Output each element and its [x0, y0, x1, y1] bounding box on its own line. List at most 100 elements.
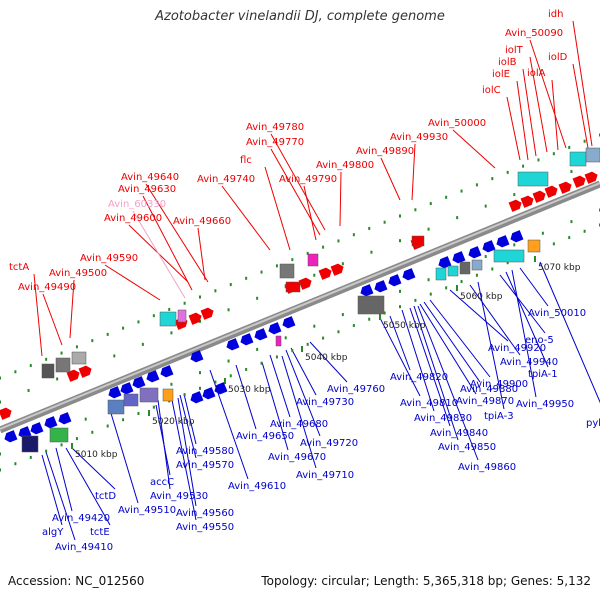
reverse-gene-arrow	[108, 386, 122, 399]
outer-forward-dot	[260, 270, 263, 274]
forward-gene-arrow	[572, 175, 586, 188]
forward-gene-label: idh	[548, 9, 563, 20]
reverse-gene-label: tpiA-1	[528, 369, 558, 380]
reverse-gene-label: Avin_49810	[400, 398, 458, 409]
forward-gene-label: iolB	[498, 57, 517, 68]
tick-label: 5050 kbp	[383, 321, 426, 331]
forward-leader-line	[69, 279, 75, 339]
forward-gene-arrow	[78, 365, 92, 378]
outer-forward-dot	[0, 376, 1, 380]
inner-reverse-dot	[445, 286, 448, 290]
reverse-gene-arrow	[374, 280, 388, 293]
forward-gene-label: flc	[240, 155, 252, 166]
gene-features	[0, 147, 600, 453]
reverse-gene-label: Avin_49900	[470, 379, 528, 390]
forward-gene-arrow	[188, 312, 202, 325]
forward-leader-line	[339, 171, 342, 227]
map-title: Azotobacter vinelandii DJ, complete geno…	[155, 9, 445, 24]
reverse-gene-arrow	[44, 416, 58, 429]
outer-forward-dot	[383, 220, 386, 224]
reverse-gene-arrow	[402, 268, 416, 281]
orange-feature	[527, 239, 541, 253]
outer-forward-dot	[245, 276, 248, 280]
reverse-gene-arrow	[482, 240, 496, 253]
reverse-gene-arrow	[132, 376, 146, 389]
forward-gene-label: iolA	[527, 68, 546, 79]
reverse-label-leaders	[41, 261, 600, 541]
genome-backbone	[0, 180, 600, 434]
forward-track-dot	[341, 262, 344, 266]
reverse-gene-label: Avin_49730	[296, 397, 354, 408]
inner-reverse-dot	[137, 411, 140, 415]
reverse-gene-arrow	[510, 230, 524, 243]
reverse-gene-arrow	[190, 350, 204, 363]
reverse-gene-label: Avin_49680	[270, 419, 328, 430]
outer-forward-dot	[122, 326, 125, 330]
reverse-gene-arrow	[214, 382, 228, 395]
inner-reverse-dot	[506, 261, 509, 265]
inner-reverse-dot	[245, 367, 248, 371]
reverse-leader-line	[285, 349, 321, 437]
tick-label: 5020 kbp	[152, 417, 195, 427]
forward-track-dot	[370, 250, 373, 254]
forward-leader-line	[104, 264, 161, 301]
forward-leader-line	[529, 39, 567, 149]
reverse-gene-label: tpiA-3	[484, 411, 514, 422]
reverse-track-dot	[341, 313, 344, 317]
cyan-feature	[569, 151, 587, 167]
reverse-gene-label: tctE	[90, 527, 110, 538]
reverse-track-dot	[313, 324, 316, 328]
outer-forward-dot	[306, 251, 309, 255]
forward-leader-line	[572, 20, 593, 147]
inner-reverse-dot	[229, 374, 232, 378]
reverse-gene-arrow	[190, 391, 204, 404]
reverse-gene-label: Avin_49880	[460, 384, 518, 395]
reverse-leader-line	[290, 347, 317, 396]
reverse-gene-arrow	[160, 365, 174, 378]
reverse-gene-arrow	[254, 328, 268, 341]
reverse-gene-label: Avin_49920	[488, 343, 546, 354]
reverse-gene-label: eno-5	[525, 335, 554, 346]
reverse-gene-arrow	[30, 422, 44, 435]
inner-reverse-dot	[475, 273, 478, 277]
reverse-leader-line	[183, 393, 197, 445]
forward-gene-label: Avin_49660	[173, 216, 231, 227]
inner-reverse-dot	[399, 305, 401, 309]
inner-reverse-dot	[352, 324, 355, 328]
blue-feature	[585, 147, 600, 163]
reverse-gene-arrow	[268, 322, 282, 335]
forward-leader-line	[452, 129, 496, 169]
reverse-gene-label: pykA-5	[586, 418, 600, 429]
gray-feature	[55, 357, 71, 373]
outer-forward-dot	[537, 158, 540, 162]
reverse-leader-line	[469, 284, 521, 356]
reverse-leader-line	[499, 274, 546, 334]
reverse-leader-line	[519, 267, 549, 307]
outer-forward-dot	[75, 345, 78, 349]
forward-gene-label: Avin_49740	[197, 174, 255, 185]
reverse-leader-line	[41, 454, 63, 526]
forward-track-dot	[0, 400, 1, 404]
forward-track-dot	[141, 342, 144, 346]
forward-leader-line	[522, 68, 537, 157]
inner-reverse-dot	[14, 462, 17, 466]
inner-reverse-dot	[460, 280, 463, 284]
cyan-feature	[517, 171, 549, 187]
outer-forward-dot	[583, 139, 586, 143]
inner-reverse-dot	[91, 430, 94, 434]
tick-label: 5030 kbp	[228, 385, 271, 395]
gray-feature	[459, 261, 471, 275]
inner-reverse-dot	[199, 386, 201, 390]
forward-gene-arrow	[66, 369, 80, 382]
inner-reverse-dot	[45, 449, 48, 453]
forward-gene-label: tctA	[9, 262, 29, 273]
outer-forward-dot	[475, 183, 478, 187]
forward-track-dot	[427, 227, 430, 231]
reverse-gene-label: Avin_49570	[176, 460, 234, 471]
forward-leader-line	[411, 143, 416, 201]
reverse-leader-line	[45, 451, 76, 541]
forward-gene-label: iolT	[505, 45, 524, 56]
reverse-track-dot	[570, 220, 573, 224]
forward-leader-line	[221, 185, 271, 251]
reverse-gene-label: Avin_49580	[176, 446, 234, 457]
